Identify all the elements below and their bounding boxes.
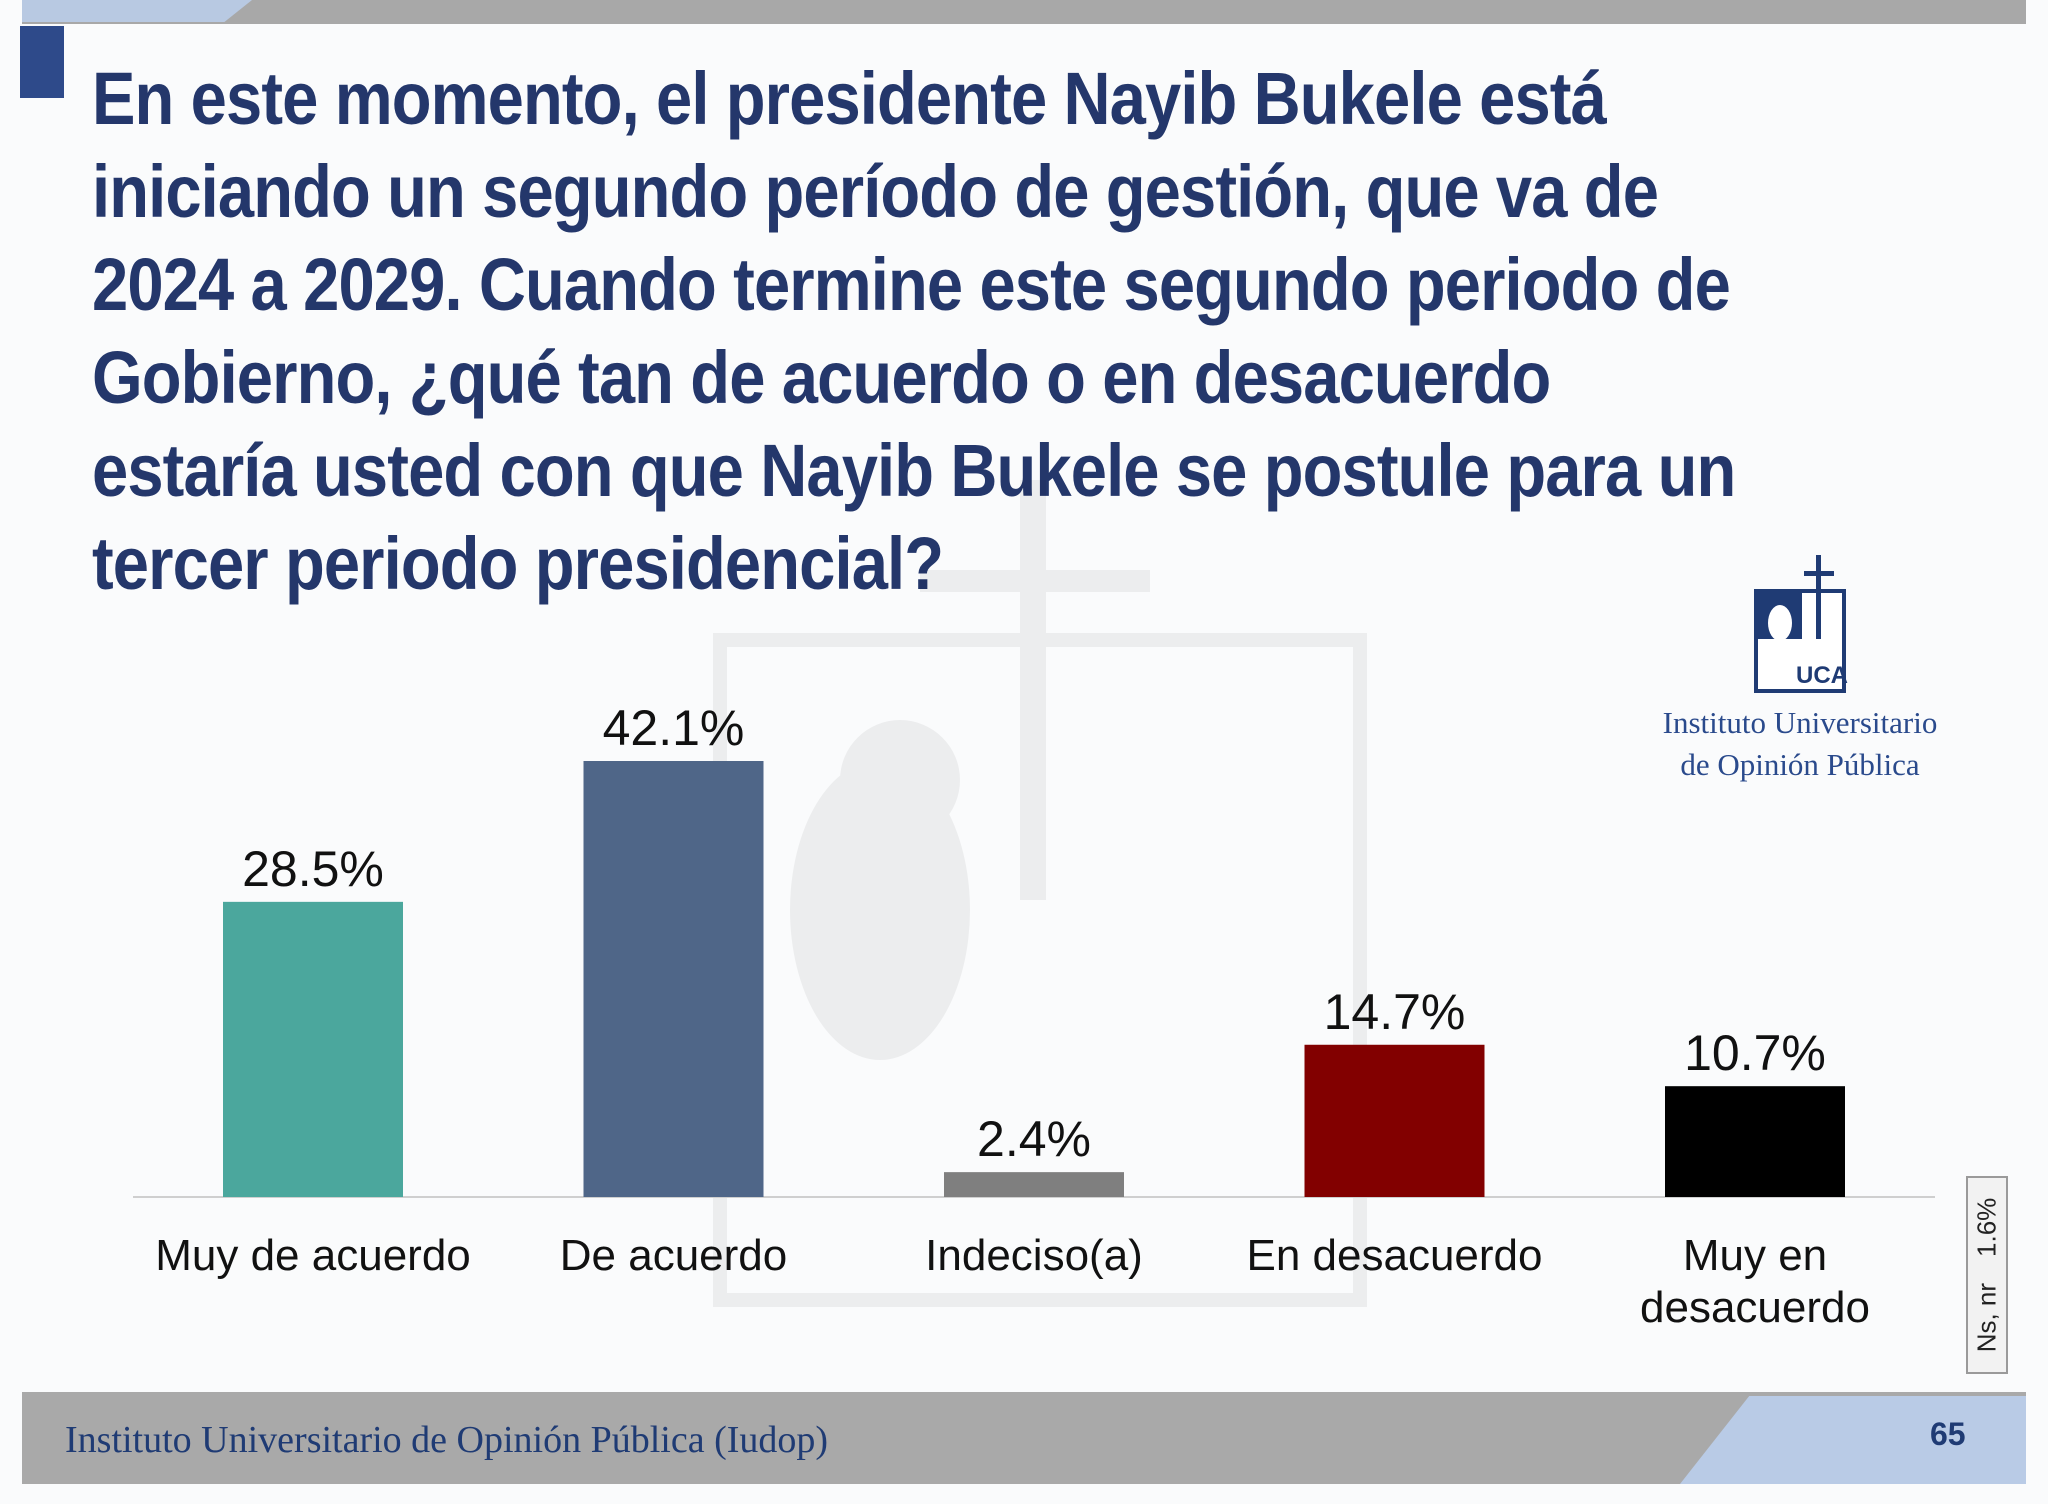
footer-institution: Instituto Universitario de Opinión Públi… xyxy=(65,1419,829,1461)
no-response-note: Ns, nr 1.6% xyxy=(1966,1176,2008,1374)
no-response-value: 1.6% xyxy=(1971,1197,2002,1257)
uca-watermark xyxy=(713,480,1367,1307)
logo-name-line-1: Instituto Universitario xyxy=(1662,705,1938,740)
category-label-2: De acuerdo xyxy=(560,1231,787,1280)
category-label-4: En desacuerdo xyxy=(1247,1231,1543,1280)
logo-name-line-2: de Opinión Pública xyxy=(1680,747,1920,782)
logo-mark-text: UCA xyxy=(1796,662,1848,689)
top-bar-accent xyxy=(22,0,252,22)
data-label-4: 14.7% xyxy=(1324,984,1466,1040)
top-decorative-bar xyxy=(22,0,2026,24)
no-response-text: Ns, nr 1.6% xyxy=(1972,1198,2003,1353)
category-label-5-line-2: desacuerdo xyxy=(1640,1283,1870,1332)
page-number: 65 xyxy=(1930,1416,1966,1452)
data-label-5: 10.7% xyxy=(1684,1025,1826,1081)
bar-2 xyxy=(583,761,764,1197)
data-label-2: 42.1% xyxy=(603,700,745,756)
data-label-3: 2.4% xyxy=(977,1111,1091,1167)
data-label-1: 28.5% xyxy=(242,841,384,897)
bar-1 xyxy=(223,901,403,1197)
footer-bar xyxy=(22,1392,2026,1484)
category-label-1: Muy de acuerdo xyxy=(155,1231,471,1280)
bar-3 xyxy=(944,1172,1124,1197)
category-label-3: Indeciso(a) xyxy=(925,1231,1143,1280)
bar-5 xyxy=(1665,1086,1845,1197)
bar-4 xyxy=(1304,1044,1485,1197)
uca-logo-icon: UCA xyxy=(1754,555,1848,693)
title-marker-block xyxy=(20,26,64,98)
survey-question-title: En este momento, el presidente Nayib Buk… xyxy=(92,57,1736,605)
category-label-5-line-1: Muy en xyxy=(1683,1231,1827,1280)
no-response-label: Ns, nr xyxy=(1971,1282,2002,1353)
iudop-logo: UCA Instituto Universitario de Opinión P… xyxy=(1640,555,1960,795)
